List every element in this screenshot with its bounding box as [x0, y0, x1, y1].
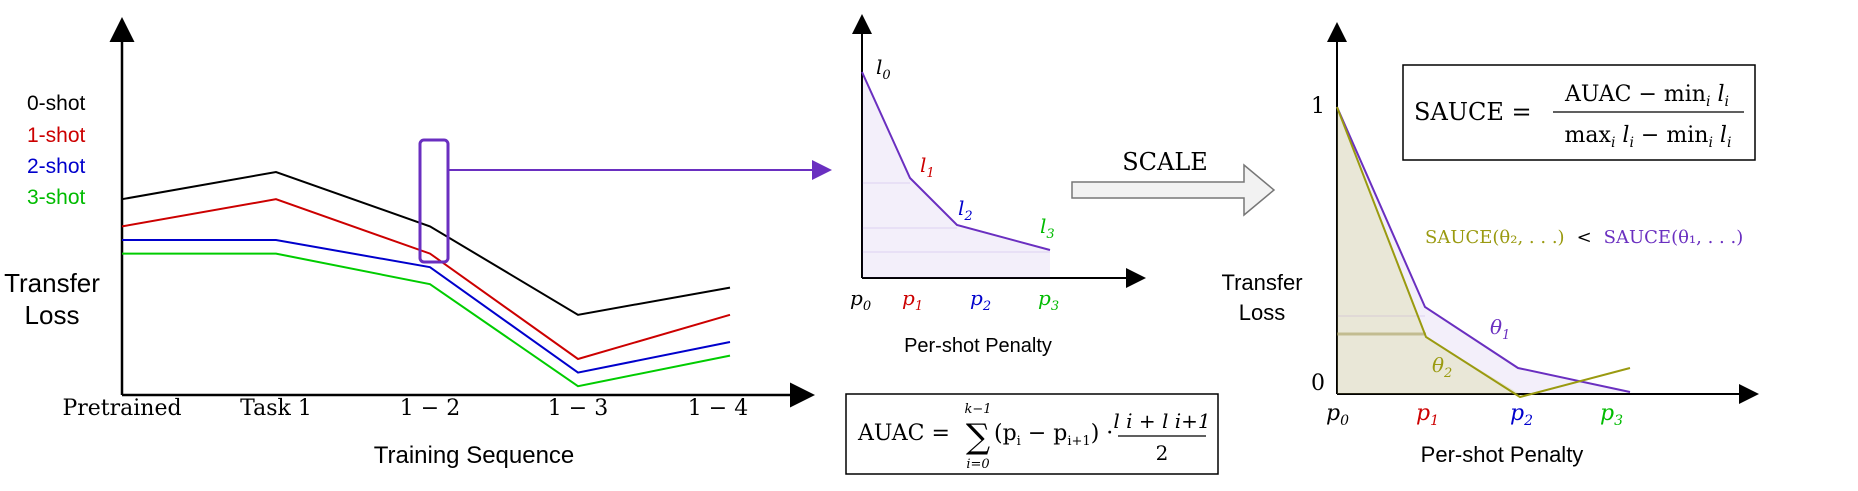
auac-formula-box: AUAC = k−1 ∑ i=0 (pi − pi+1) · l i + l i… — [845, 393, 1219, 475]
legend-1-shot: 1-shot — [27, 124, 86, 147]
mid-l0-label: l0 — [876, 55, 891, 83]
legend-2-shot: 2-shot — [27, 155, 86, 178]
theta1-area — [1337, 107, 1630, 394]
right-y-label-line1: Transfer — [1221, 270, 1302, 295]
sauce-comparison: SAUCE(θ₂, . . .) < SAUCE(θ₁, . . .) — [1425, 227, 1743, 248]
series-line-2-shot — [122, 239, 731, 374]
right-y-tick-1: 1 — [1311, 94, 1325, 119]
mid-l2-label: l2 — [958, 196, 973, 224]
left-series-group — [121, 170, 731, 388]
theta2-area — [1337, 107, 1520, 394]
mid-p3-label: p3 — [1038, 286, 1059, 314]
right-panel: Transfer Loss 1 0 θ1 θ2 SAUCE(θ₂, . . .)… — [1221, 22, 1759, 467]
x-tick-task1: Task 1 — [240, 396, 312, 421]
auac-numerator: l i + l i+1 — [1113, 409, 1210, 433]
left-y-label-line2: Loss — [25, 300, 80, 330]
mid-x-label: Per-shot Penalty — [904, 335, 1052, 357]
auac-lhs: AUAC = — [857, 421, 950, 446]
scale-arrow-shape — [1071, 163, 1276, 217]
right-y-label-line2: Loss — [1239, 300, 1285, 325]
x-tick-1-4: 1 − 4 — [688, 396, 748, 421]
auac-sum-lower: i=0 — [966, 457, 989, 472]
legend-0-shot: 0-shot — [27, 92, 86, 115]
mid-l1-label: l1 — [920, 153, 935, 181]
right-p2-label: p2 — [1510, 401, 1533, 429]
theta1-curve — [1336, 106, 1631, 393]
x-tick-1-3: 1 − 3 — [548, 396, 608, 421]
series-line-3-shot — [122, 252, 731, 388]
right-x-label: Per-shot Penalty — [1421, 442, 1584, 467]
scale-arrow: SCALE — [1071, 148, 1276, 217]
left-legend: 0-shot 1-shot 2-shot 3-shot — [27, 92, 86, 209]
sauce-formula-box: SAUCE = AUAC − mini li maxi li − mini li — [1402, 64, 1756, 161]
sauce-lhs: SAUCE = — [1414, 98, 1532, 126]
right-p1-label: p1 — [1416, 401, 1439, 429]
mid-p0-label: p0 — [850, 286, 871, 314]
theta2-curve — [1336, 106, 1631, 399]
auac-term: (pi − pi+1) · — [994, 421, 1113, 449]
x-tick-1-2: 1 − 2 — [400, 396, 460, 421]
mid-curve — [861, 71, 1051, 251]
left-panel: Transfer Loss 0-shot 1-shot 2-shot 3-sho… — [4, 17, 832, 469]
theta1-label: θ1 — [1490, 315, 1510, 343]
auac-denominator: 2 — [1156, 441, 1169, 465]
sauce-numerator: AUAC − mini li — [1564, 82, 1729, 110]
series-line-1-shot — [121, 198, 731, 361]
legend-3-shot: 3-shot — [27, 186, 86, 209]
middle-panel: l0 l1 l2 l3 p0 p1 p2 p3 Per-shot Penalty… — [845, 14, 1219, 475]
auac-sum-sign: ∑ — [966, 417, 990, 457]
left-x-ticks: Pretrained Task 1 1 − 2 1 − 3 1 − 4 — [62, 396, 748, 421]
right-y-tick-0: 0 — [1311, 371, 1325, 396]
theta2-label: θ2 — [1432, 353, 1452, 381]
mid-p1-label: p1 — [902, 286, 923, 314]
sauce-denominator: maxi li − mini li — [1565, 123, 1732, 151]
left-x-label: Training Sequence — [374, 442, 575, 469]
auac-sum-upper: k−1 — [964, 402, 991, 417]
series-line-0-shot — [121, 170, 731, 316]
mid-p2-label: p2 — [970, 286, 991, 314]
scale-label: SCALE — [1122, 148, 1208, 176]
x-tick-pretrained: Pretrained — [62, 396, 181, 421]
right-p0-label: p0 — [1326, 401, 1349, 429]
mid-l3-label: l3 — [1040, 214, 1055, 242]
highlight-box[interactable] — [418, 138, 450, 264]
mid-area-fill — [862, 72, 1050, 278]
right-p3-label: p3 — [1600, 401, 1623, 429]
left-y-label-line1: Transfer — [4, 268, 100, 298]
